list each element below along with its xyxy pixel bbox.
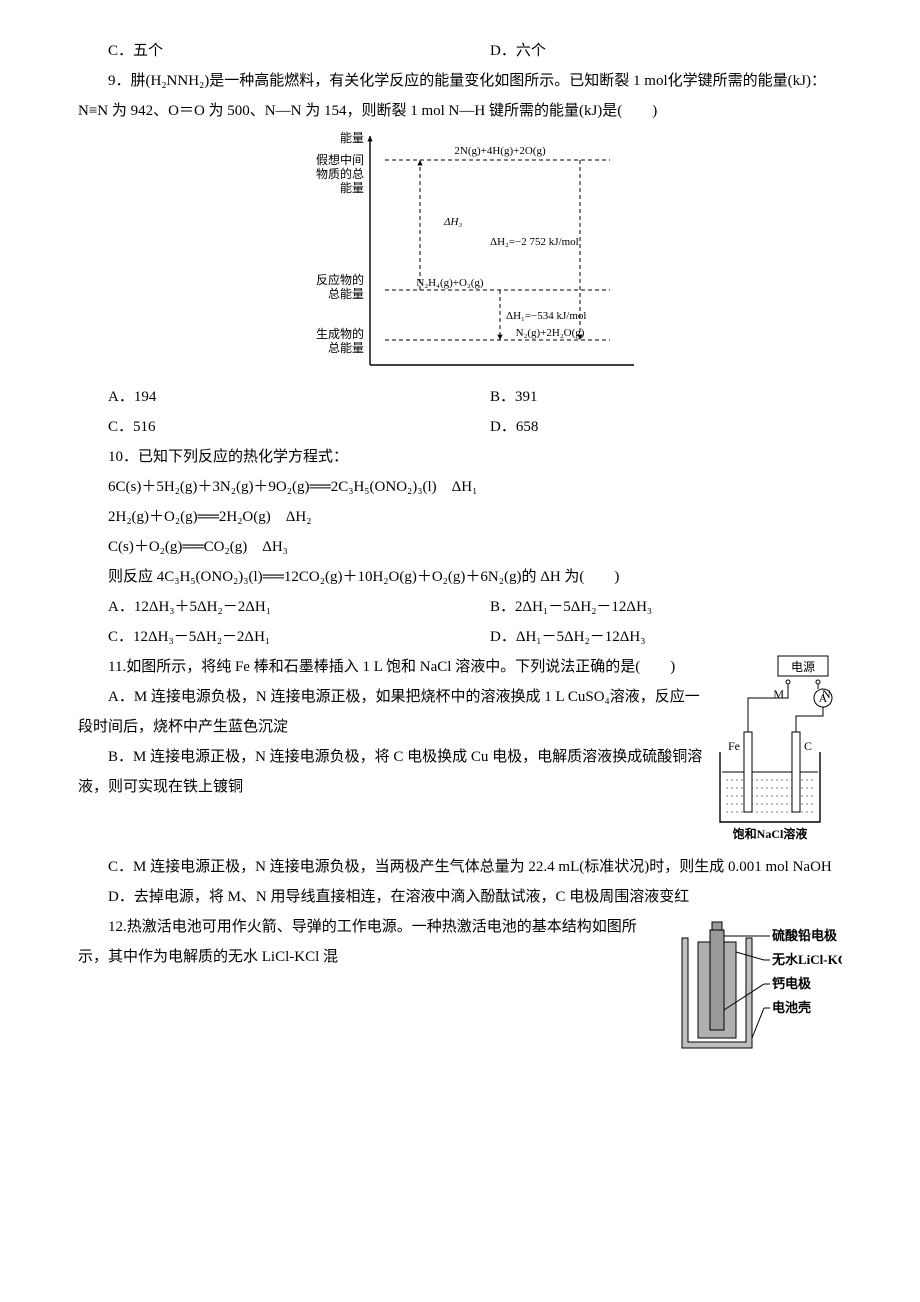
- q10-opt-b: B．2ΔH₁－5ΔH₂－12ΔH₃: [460, 592, 842, 622]
- svg-text:N₂(g)+2H₂O(g): N₂(g)+2H₂O(g): [516, 327, 585, 339]
- q11-row: 11.如图所示，将纯 Fe 棒和石墨棒插入 1 L 饱和 NaCl 溶液中。下列…: [78, 652, 842, 852]
- q11-figure-wrap: 电源MNAFeC饱和NaCl溶液: [706, 652, 842, 852]
- q8-opt-d: D．六个: [460, 36, 842, 66]
- q10-line1: 10．已知下列反应的热化学方程式：: [78, 442, 842, 472]
- q9-opt-b: B．391: [460, 382, 842, 412]
- svg-text:电源: 电源: [791, 660, 815, 674]
- q10-line2: 则反应 4C₃H₅(ONO₂)₃(l)══12CO₂(g)＋10H₂O(g)＋O…: [78, 562, 842, 592]
- svg-text:N₂H₄(g)+O₂(g): N₂H₄(g)+O₂(g): [416, 277, 484, 289]
- svg-text:M: M: [773, 687, 784, 701]
- q12-battery-diagram: 硫酸铅电极无水LiCl-KCl 钙电极电池壳: [672, 912, 842, 1062]
- q11-opt-b: B．M 连接电源正极，N 连接电源负极，将 C 电极换成 Cu 电极，电解质溶液…: [78, 742, 706, 802]
- svg-text:假想中间物质的总能量: 假想中间物质的总能量: [316, 152, 364, 195]
- q11-opt-a: A．M 连接电源负极，N 连接电源正极，如果把烧杯中的溶液换成 1 L CuSO…: [78, 682, 706, 742]
- svg-text:ΔH₁=−534 kJ/mol: ΔH₁=−534 kJ/mol: [506, 310, 586, 322]
- q10-options-cd: C．12ΔH₃－5ΔH₂－2ΔH₁ D．ΔH₁－5ΔH₂－12ΔH₃: [78, 622, 842, 652]
- q12-text-block: 12.热激活电池可用作火箭、导弹的工作电源。一种热激活电池的基本结构如图所示，其…: [78, 912, 664, 972]
- q10-opt-d: D．ΔH₁－5ΔH₂－12ΔH₃: [460, 622, 842, 652]
- svg-text:ΔH₂=−2 752 kJ/mol: ΔH₂=−2 752 kJ/mol: [490, 236, 579, 248]
- q12-stem: 12.热激活电池可用作火箭、导弹的工作电源。一种热激活电池的基本结构如图所示，其…: [78, 912, 664, 972]
- q10-eq3: C(s)＋O₂(g)══CO₂(g) ΔH₃: [78, 532, 842, 562]
- svg-text:ΔH₃: ΔH₃: [443, 216, 462, 228]
- svg-text:反应物的总能量: 反应物的总能量: [316, 272, 364, 301]
- svg-text:2N(g)+4H(g)+2O(g): 2N(g)+4H(g)+2O(g): [454, 145, 546, 157]
- svg-text:钙电极: 钙电极: [772, 976, 812, 991]
- q9-opt-c: C．516: [78, 412, 460, 442]
- q9-stem: 9．肼(H₂NNH₂)是一种高能燃料，有关化学反应的能量变化如图所示。已知断裂 …: [78, 66, 842, 126]
- q10-eq1: 6C(s)＋5H₂(g)＋3N₂(g)＋9O₂(g)══2C₃H₅(ONO₂)₃…: [78, 472, 842, 502]
- q10-options-ab: A．12ΔH₃＋5ΔH₂－2ΔH₁ B．2ΔH₁－5ΔH₂－12ΔH₃: [78, 592, 842, 622]
- q9-options-ab: A．194 B．391: [78, 382, 842, 412]
- svg-text:能量: 能量: [340, 131, 364, 145]
- q9-options-cd: C．516 D．658: [78, 412, 842, 442]
- q10-eq2: 2H₂(g)＋O₂(g)══2H₂O(g) ΔH₂: [78, 502, 842, 532]
- q9-energy-diagram: 能量 2N(g)+4H(g)+2O(g) N₂H₄(g)+O₂(g) N₂(g)+2H…: [280, 130, 640, 380]
- q11-text-block: 11.如图所示，将纯 Fe 棒和石墨棒插入 1 L 饱和 NaCl 溶液中。下列…: [78, 652, 706, 802]
- q10-opt-c: C．12ΔH₃－5ΔH₂－2ΔH₁: [78, 622, 460, 652]
- q9-opt-d: D．658: [460, 412, 842, 442]
- svg-text:无水LiCl-KCl: 无水LiCl-KCl: [771, 952, 842, 967]
- q12-row: 12.热激活电池可用作火箭、导弹的工作电源。一种热激活电池的基本结构如图所示，其…: [78, 912, 842, 1062]
- q11-stem: 11.如图所示，将纯 Fe 棒和石墨棒插入 1 L 饱和 NaCl 溶液中。下列…: [78, 652, 706, 682]
- svg-text:硫酸铅电极: 硫酸铅电极: [772, 928, 838, 943]
- q9-figure-wrap: 能量 2N(g)+4H(g)+2O(g) N₂H₄(g)+O₂(g) N₂(g)+2H…: [78, 130, 842, 380]
- q12-figure-wrap: 硫酸铅电极无水LiCl-KCl 钙电极电池壳: [664, 912, 842, 1062]
- svg-text:电池壳: 电池壳: [772, 1000, 811, 1015]
- q10-opt-a: A．12ΔH₃＋5ΔH₂－2ΔH₁: [78, 592, 460, 622]
- q11-opt-d: D．去掉电源，将 M、N 用导线直接相连，在溶液中滴入酚酞试液，C 电极周围溶液…: [78, 882, 842, 912]
- q9-opt-a: A．194: [78, 382, 460, 412]
- svg-text:生成物的总能量: 生成物的总能量: [316, 326, 364, 355]
- svg-text:C: C: [804, 739, 812, 753]
- q8-options-cd: C．五个 D．六个: [78, 36, 842, 66]
- svg-text:饱和NaCl溶液: 饱和NaCl溶液: [733, 826, 808, 841]
- q11-opt-c: C．M 连接电源正极，N 连接电源负极，当两极产生气体总量为 22.4 mL(标…: [78, 852, 842, 882]
- q8-opt-c: C．五个: [78, 36, 460, 66]
- q11-electrolysis-diagram: 电源MNAFeC饱和NaCl溶液: [714, 652, 842, 852]
- svg-text:A: A: [819, 691, 828, 705]
- svg-text:Fe: Fe: [728, 739, 740, 753]
